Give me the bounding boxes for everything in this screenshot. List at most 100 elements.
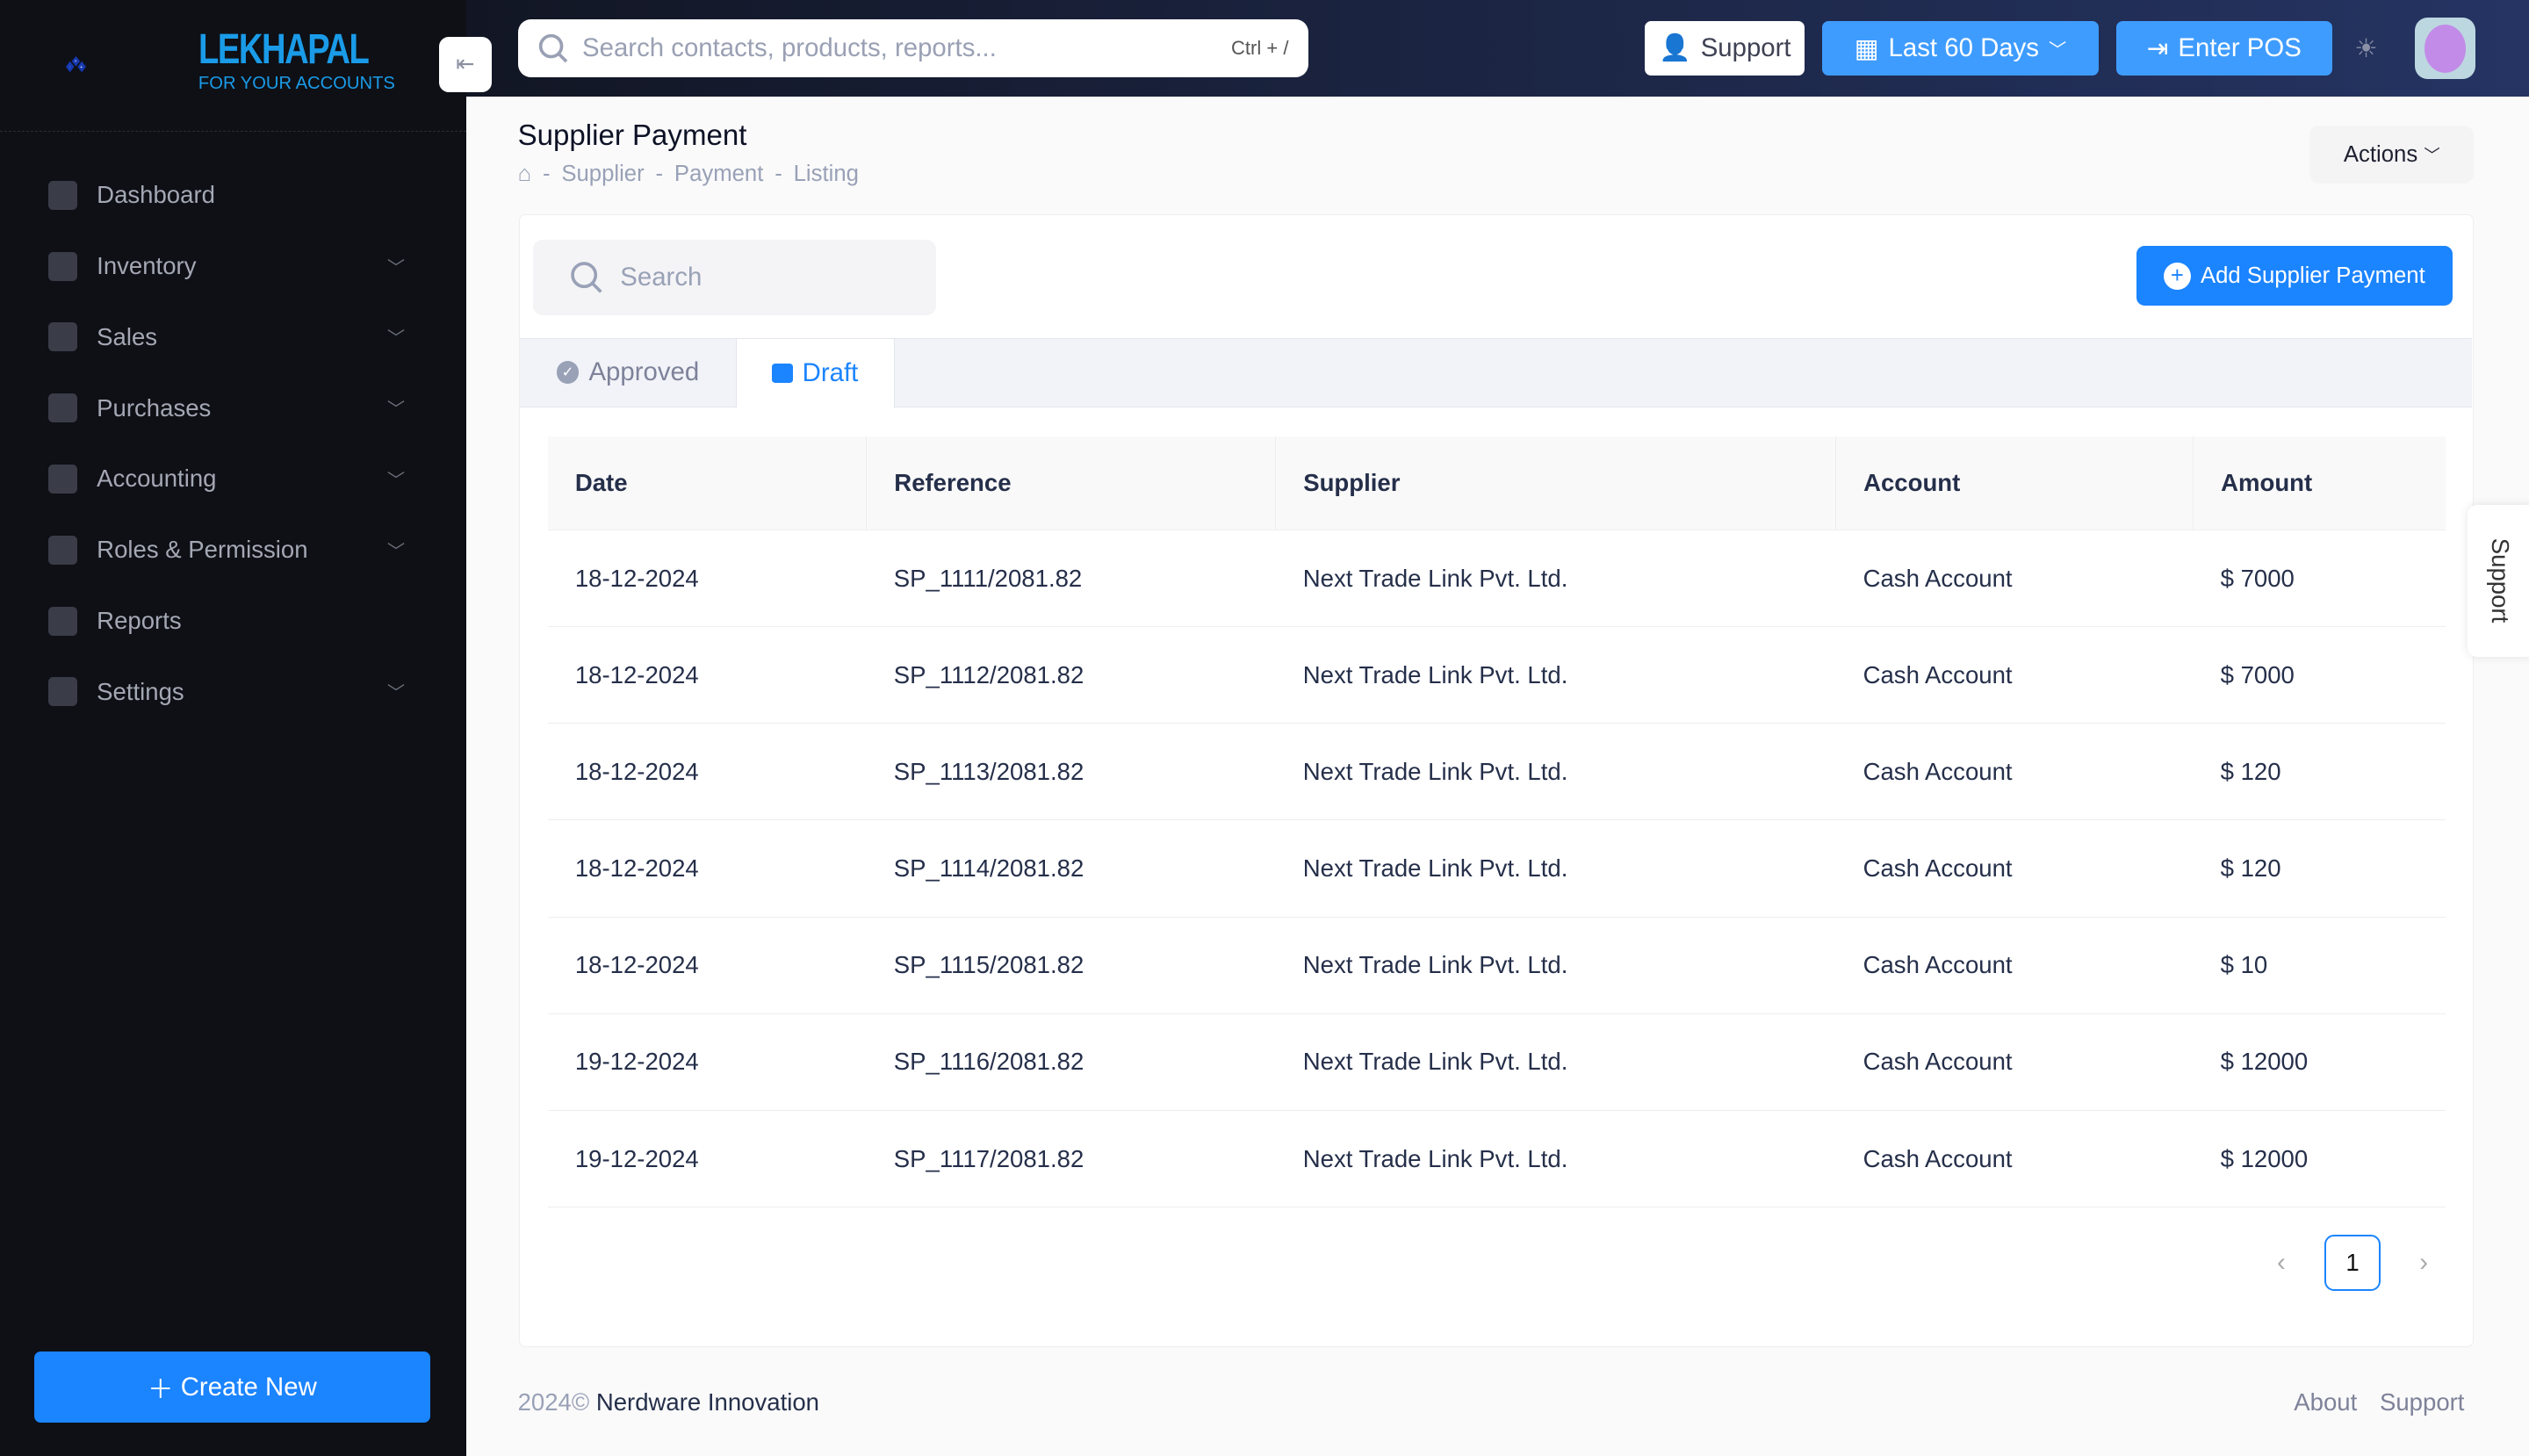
table-cell: Cash Account — [1835, 626, 2194, 724]
table-cell: Next Trade Link Pvt. Ltd. — [1275, 916, 1836, 1014]
table-cell: Next Trade Link Pvt. Ltd. — [1275, 1013, 1836, 1111]
table-cell: Cash Account — [1835, 529, 2194, 627]
sidebar-item-roles-permission[interactable]: Roles & Permission ﹀ — [0, 515, 466, 586]
chart-icon — [48, 606, 78, 636]
column-header[interactable]: Date — [547, 436, 868, 530]
table-cell: 18-12-2024 — [547, 723, 867, 820]
breadcrumb-payment[interactable]: Payment — [674, 161, 764, 186]
chevron-down-icon: ﹀ — [386, 542, 406, 562]
sidebar-item-settings[interactable]: Settings ﹀ — [0, 657, 466, 728]
table-cell: Next Trade Link Pvt. Ltd. — [1275, 1110, 1836, 1208]
global-search-input[interactable]: Search contacts, products, reports... Ct… — [517, 19, 1308, 78]
sidebar-item-label: Reports — [97, 607, 182, 635]
table-row[interactable]: 18-12-2024 SP_1115/2081.82 Next Trade Link… — [547, 916, 2446, 1014]
table-row[interactable]: 18-12-2024 SP_1114/2081.82 Next Trade Link… — [547, 819, 2446, 918]
sidebar-nav: Dashboard Inventory ﹀ Sales ﹀ Purchases ﹀ Accou… — [0, 160, 466, 728]
table-row[interactable]: 18-12-2024 SP_1113/2081.82 Next Trade Link… — [547, 723, 2446, 820]
table-row[interactable]: 19-12-2024 SP_1117/2081.82 Next Trade Link… — [547, 1110, 2446, 1208]
home-icon[interactable]: ⌂ — [517, 161, 532, 186]
chevron-down-icon: ﹀ — [386, 329, 406, 350]
support-side-tab[interactable]: Support — [2468, 504, 2529, 657]
table-cell: 18-12-2024 — [547, 529, 867, 627]
sidebar-item-label: Purchases — [97, 393, 212, 422]
bank-icon — [48, 464, 78, 494]
table-row[interactable]: 19-12-2024 SP_1116/2081.82 Next Trade Link… — [547, 1013, 2446, 1111]
actions-dropdown[interactable]: Actions ﹀ — [2309, 126, 2475, 184]
sidebar-item-reports[interactable]: Reports — [0, 586, 466, 657]
table-cell: SP_1113/2081.82 — [866, 723, 1276, 820]
support-button[interactable]: 👤 Support — [1645, 20, 1805, 76]
chevron-down-icon: ﹀ — [386, 684, 406, 704]
footer-support-link[interactable]: Support — [2379, 1388, 2465, 1416]
table-cell: Cash Account — [1835, 819, 2194, 918]
brand-tagline: FOR YOUR ACCOUNTS — [198, 74, 395, 94]
table-cell: SP_1116/2081.82 — [866, 1013, 1276, 1111]
next-page-icon[interactable]: › — [2419, 1248, 2429, 1278]
enter-pos-label: Enter POS — [2178, 33, 2302, 63]
table-cell: 18-12-2024 — [547, 916, 867, 1014]
footer-year: 2024© — [517, 1388, 590, 1416]
page-button[interactable]: 1 — [2324, 1235, 2381, 1292]
sidebar-item-label: Settings — [97, 677, 184, 705]
search-shortcut: Ctrl + / — [1231, 37, 1289, 60]
table-cell: $ 12000 — [2193, 1110, 2446, 1208]
plus-icon: ＋ — [148, 1374, 181, 1404]
actions-label: Actions — [2343, 141, 2418, 167]
breadcrumb-supplier[interactable]: Supplier — [561, 161, 645, 186]
enter-pos-button[interactable]: ⇥ Enter POS — [2115, 20, 2332, 76]
column-header[interactable]: Amount — [2193, 436, 2446, 530]
sidebar-item-label: Dashboard — [97, 181, 215, 209]
avatar[interactable] — [2414, 18, 2476, 79]
table-cell: 19-12-2024 — [547, 1110, 867, 1208]
prev-page-icon[interactable]: ‹ — [2277, 1248, 2286, 1278]
date-range-dropdown[interactable]: ▦ Last 60 Days ﹀ — [1822, 20, 2099, 76]
archive-icon — [771, 364, 793, 384]
sidebar-item-dashboard[interactable]: Dashboard — [0, 160, 466, 231]
user-check-icon: 👤 — [1659, 33, 1691, 63]
sidebar-item-purchases[interactable]: Purchases ﹀ — [0, 372, 466, 443]
create-new-label: Create New — [180, 1372, 317, 1402]
sidebar: ×: + LEKHAPAL FOR YOUR ACCOUNTS Dashboard… — [0, 0, 466, 1456]
table-cell: Cash Account — [1835, 1013, 2194, 1111]
sign-in-icon: ⇥ — [2146, 33, 2169, 63]
sidebar-item-label: Roles & Permission — [97, 536, 308, 564]
date-range-label: Last 60 Days — [1888, 33, 2039, 63]
breadcrumb-listing: Listing — [793, 161, 859, 186]
table-row[interactable]: 18-12-2024 SP_1112/2081.82 Next Trade Link… — [547, 626, 2446, 724]
add-supplier-payment-button[interactable]: + Add Supplier Payment — [2136, 246, 2453, 306]
column-header[interactable]: Supplier — [1275, 436, 1836, 530]
table-cell: Cash Account — [1835, 1110, 2194, 1208]
table-cell: Cash Account — [1835, 916, 2194, 1014]
collapse-sidebar-button[interactable]: ⇤ — [438, 37, 493, 92]
column-header[interactable]: Reference — [866, 436, 1277, 530]
tab-label: Approved — [588, 357, 700, 387]
pagination: ‹ 1 › — [2277, 1235, 2429, 1292]
sidebar-item-sales[interactable]: Sales ﹀ — [0, 301, 466, 372]
check-circle-icon: ✓ — [556, 361, 580, 385]
list-search-input[interactable]: Search — [533, 239, 937, 316]
cash-icon — [48, 322, 78, 352]
footer-about-link[interactable]: About — [2294, 1388, 2358, 1416]
support-tab-label: Support — [2486, 537, 2514, 623]
tab-draft[interactable]: Draft — [736, 338, 895, 408]
supplier-payment-card: Search + Add Supplier Payment ✓ Approved D… — [519, 214, 2475, 1347]
table-cell: SP_1114/2081.82 — [866, 819, 1276, 918]
footer-company[interactable]: Nerdware Innovation — [595, 1388, 820, 1416]
gear-icon — [48, 677, 78, 707]
table-row[interactable]: 18-12-2024 SP_1111/2081.82 Next Trade Link… — [547, 529, 2446, 627]
chevron-down-icon: ﹀ — [386, 471, 406, 491]
handshake-icon — [48, 393, 78, 423]
column-header[interactable]: Account — [1835, 436, 2194, 530]
table-cell: 18-12-2024 — [547, 626, 867, 724]
svg-text:+: + — [81, 65, 83, 70]
brand-name: LEKHAPAL — [198, 26, 370, 74]
theme-toggle-icon[interactable]: ☀ — [2354, 33, 2378, 63]
create-new-button[interactable]: ＋ Create New — [33, 1351, 431, 1423]
sidebar-item-inventory[interactable]: Inventory ﹀ — [0, 231, 466, 302]
table-cell: $ 120 — [2193, 819, 2446, 918]
sidebar-item-accounting[interactable]: Accounting ﹀ — [0, 443, 466, 515]
tab-approved[interactable]: ✓ Approved — [520, 338, 737, 407]
table-cell: SP_1111/2081.82 — [866, 529, 1276, 627]
sidebar-item-label: Sales — [97, 322, 158, 350]
table-cell: $ 7000 — [2193, 626, 2446, 724]
